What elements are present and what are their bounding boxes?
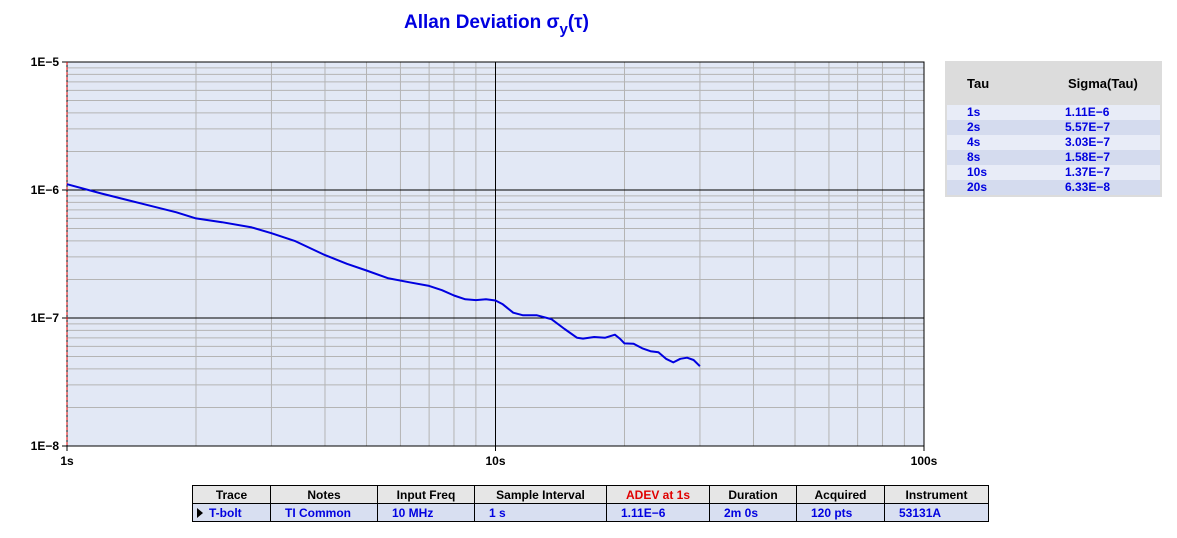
value-sample-interval: 1 s	[474, 503, 607, 522]
y-tick-label: 1E−6	[31, 183, 60, 197]
info-header-row: Trace Notes Input Freq Sample Interval A…	[192, 485, 989, 504]
sigma-value: 1.37E−7	[1065, 165, 1111, 179]
chart-title: Allan Deviation σy(τ)	[0, 12, 993, 38]
sigma-value: 6.33E−8	[1065, 180, 1111, 194]
x-tick-label: 1s	[60, 454, 74, 468]
trace-info-table: Trace Notes Input Freq Sample Interval A…	[192, 485, 989, 522]
header-duration: Duration	[709, 485, 797, 504]
header-input-freq: Input Freq	[377, 485, 475, 504]
x-tick-label: 100s	[911, 454, 938, 468]
header-notes: Notes	[270, 485, 378, 504]
tau-row: 2s 5.57E−7	[947, 120, 1160, 135]
y-tick-label: 1E−5	[31, 55, 60, 69]
sigma-header: Sigma(Tau)	[1068, 75, 1138, 91]
y-tick-label: 1E−8	[31, 439, 60, 453]
sigma-value: 5.57E−7	[1065, 120, 1111, 134]
tau-table-rows: 1s 1.11E−6 2s 5.57E−7 4s 3.03E−7 8s 1.58E−7 …	[947, 105, 1160, 195]
sigma-value: 1.58E−7	[1065, 150, 1111, 164]
header-sample-interval: Sample Interval	[474, 485, 607, 504]
value-input-freq: 10 MHz	[377, 503, 475, 522]
title-tail: (τ)	[567, 12, 589, 33]
tau-row: 4s 3.03E−7	[947, 135, 1160, 150]
tau-value: 10s	[967, 165, 988, 179]
value-trace[interactable]: T-bolt	[192, 503, 271, 522]
tau-header: Tau	[967, 75, 990, 91]
value-adev: 1.11E−6	[606, 503, 710, 522]
tau-value: 2s	[967, 120, 981, 134]
info-value-row[interactable]: T-bolt TI Common 10 MHz 1 s 1.11E−6 2m 0…	[192, 503, 989, 522]
header-trace: Trace	[192, 485, 271, 504]
tau-table-header: Tau Sigma(Tau)	[945, 61, 1162, 105]
tau-row: 8s 1.58E−7	[947, 150, 1160, 165]
value-acquired: 120 pts	[796, 503, 885, 522]
trace-label: T-bolt	[209, 505, 242, 520]
adev-trace-line	[66, 183, 701, 367]
y-tick-label: 1E−7	[31, 311, 60, 325]
tau-value: 20s	[967, 180, 988, 194]
header-acquired: Acquired	[796, 485, 885, 504]
tau-value: 8s	[967, 150, 981, 164]
title-main: Allan Deviation σ	[403, 12, 560, 33]
tau-value: 4s	[967, 135, 981, 149]
x-tick-label: 10s	[485, 454, 505, 468]
tau-value: 1s	[967, 105, 981, 119]
header-adev: ADEV at 1s	[606, 485, 710, 504]
row-pointer-icon	[197, 507, 203, 518]
sigma-value: 3.03E−7	[1065, 135, 1111, 149]
value-instrument: 53131A	[884, 503, 989, 522]
tau-sigma-table: Tau Sigma(Tau) 1s 1.11E−6 2s 5.57E−7 4s 3.0…	[945, 61, 1162, 197]
value-notes: TI Common	[270, 503, 378, 522]
tau-row: 20s 6.33E−8	[947, 180, 1160, 195]
tau-row: 10s 1.37E−7	[947, 165, 1160, 180]
sigma-value: 1.11E−6	[1065, 105, 1110, 119]
value-duration: 2m 0s	[709, 503, 797, 522]
header-instrument: Instrument	[884, 485, 989, 504]
tau-row: 1s 1.11E−6	[947, 105, 1160, 120]
title-subscript: y	[559, 21, 568, 38]
